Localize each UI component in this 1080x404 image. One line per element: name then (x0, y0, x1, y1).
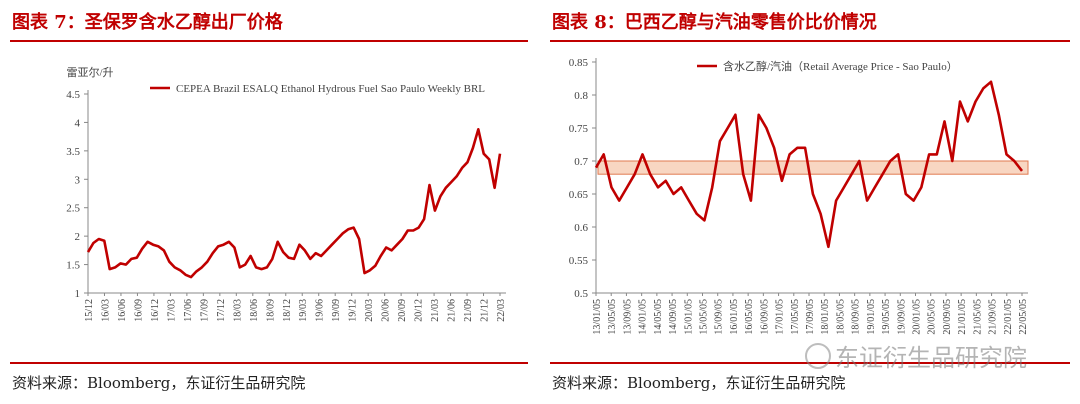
x-tick-label: 21/01/05 (957, 299, 968, 335)
reference-band (597, 160, 1029, 175)
x-tick-label: 13/09/05 (622, 299, 633, 335)
y-tick-label: 0.6 (574, 222, 588, 234)
y-tick-label: 1.5 (66, 260, 80, 272)
watermark: 东证衍生品研究院 (805, 338, 1027, 373)
x-tick-label: 18/05/05 (835, 299, 846, 335)
x-tick-label: 21/09/05 (988, 299, 999, 335)
y-tick-label: 0.7 (574, 156, 588, 168)
figure-title: 图表 7：圣保罗含水乙醇出厂价格 (12, 12, 283, 33)
x-tick-label: 17/09/05 (805, 299, 816, 335)
y-tick-label: 3.5 (66, 146, 80, 158)
x-tick-label: 13/05/05 (607, 299, 618, 335)
x-tick-label: 15/09/05 (714, 299, 725, 335)
x-tick-label: 20/09/05 (942, 299, 953, 335)
y-tick-label: 2.5 (66, 203, 80, 215)
x-tick-label: 20/06 (381, 299, 392, 322)
y-tick-label: 0.55 (569, 255, 589, 267)
series-line (594, 80, 1024, 249)
x-tick-label: 17/01/05 (775, 299, 786, 335)
y-tick-label: 0.65 (569, 189, 589, 201)
x-tick-label: 19/03 (298, 299, 309, 322)
x-tick-label: 18/06 (249, 299, 260, 322)
x-tick-label: 20/05/05 (927, 299, 938, 335)
left-chart-panel: 图表 7：圣保罗含水乙醇出厂价格 1 1.5 2 2.5 3 3.5 4 4.5 15/12 16… (10, 12, 528, 392)
right-chart-panel: 图表 8：巴西乙醇与汽油零售价比价情况 0.5 0.55 0.6 0.65 0.7 0.7… (540, 0, 1080, 404)
source-rule (10, 362, 528, 364)
legend-label: CEPEA Brazil ESALQ Ethanol Hydrous Fuel … (176, 83, 485, 95)
ethanol-price-line-chart: 1 1.5 2 2.5 3 3.5 4 4.5 15/12 16/03 16/06 16/09 16/1… (66, 66, 507, 322)
y-tick-label: 0.8 (574, 90, 588, 102)
x-tick-label: 16/06 (117, 299, 128, 322)
x-tick-label: 20/03 (364, 299, 375, 322)
x-tick-label: 18/03 (232, 299, 243, 322)
figure-title: 图表 8：巴西乙醇与汽油零售价比价情况 (552, 12, 877, 33)
x-tick-label: 15/05/05 (699, 299, 710, 335)
y-tick-label: 1 (75, 288, 81, 300)
title-rule (10, 40, 528, 42)
x-tick-label: 17/06 (183, 299, 194, 322)
x-tick-label: 19/12 (348, 299, 359, 322)
x-tick-label: 16/03 (100, 299, 111, 322)
x-tick-label: 17/05/05 (790, 299, 801, 335)
x-tick-label: 17/12 (216, 299, 227, 322)
y-tick-label: 0.85 (569, 57, 589, 69)
source-note: 资料来源：Bloomberg，东证衍生品研究院 (12, 374, 306, 392)
x-tick-label: 17/03 (166, 299, 177, 322)
y-tick-label: 4.5 (66, 89, 80, 101)
x-tick-label: 16/01/05 (729, 299, 740, 335)
series-line (86, 128, 502, 279)
x-tick-label: 16/09/05 (759, 299, 770, 335)
x-tick-label: 19/09 (331, 299, 342, 322)
unit-label: 雷亚尔/升 (66, 66, 113, 79)
x-tick-label: 21/09 (463, 299, 474, 322)
x-tick-label: 21/03 (430, 299, 441, 322)
x-tick-label: 21/06 (447, 299, 458, 322)
x-tick-label: 22/05/05 (1018, 299, 1029, 335)
x-tick-label: 20/09 (397, 299, 408, 322)
x-tick-label: 14/09/05 (668, 299, 679, 335)
y-tick-label: 3 (75, 174, 81, 186)
x-tick-label: 20/01/05 (912, 299, 923, 335)
y-tick-label: 2 (75, 231, 81, 243)
x-tick-label: 18/12 (282, 299, 293, 322)
x-tick-label: 16/09 (133, 299, 144, 322)
x-tick-label: 20/12 (414, 299, 425, 322)
source-note: 资料来源：Bloomberg，东证衍生品研究院 (552, 374, 846, 392)
x-tick-label: 16/12 (150, 299, 161, 322)
y-tick-label: 0.75 (569, 123, 589, 135)
x-tick-label: 21/12 (480, 299, 491, 322)
x-tick-label: 22/01/05 (1003, 299, 1014, 335)
x-tick-label: 19/01/05 (866, 299, 877, 335)
x-tick-label: 18/09 (265, 299, 276, 322)
x-tick-label: 19/05/05 (881, 299, 892, 335)
x-tick-label: 15/01/05 (683, 299, 694, 335)
x-tick-label: 21/05/05 (972, 299, 983, 335)
x-tick-label: 19/09/05 (896, 299, 907, 335)
watermark-text: 东证衍生品研究院 (835, 344, 1027, 372)
x-tick-label: 19/06 (315, 299, 326, 322)
x-tick-label: 14/05/05 (653, 299, 664, 335)
wechat-icon (805, 343, 831, 369)
ethanol-gasoline-ratio-line-chart: 0.5 0.55 0.6 0.65 0.7 0.75 0.8 0.85 13/01/05 13/0… (569, 57, 1029, 335)
y-tick-label: 4 (75, 117, 81, 129)
legend-label: 含水乙醇/汽油（Retail Average Price - Sao Paulo… (723, 59, 958, 73)
x-tick-label: 13/01/05 (592, 299, 603, 335)
x-tick-label: 17/09 (199, 299, 210, 322)
title-rule (550, 40, 1070, 42)
x-tick-label: 22/03 (496, 299, 507, 322)
x-tick-label: 18/01/05 (820, 299, 831, 335)
x-tick-label: 14/01/05 (638, 299, 649, 335)
x-tick-label: 18/09/05 (851, 299, 862, 335)
y-tick-label: 0.5 (574, 288, 588, 300)
x-tick-label: 15/12 (84, 299, 95, 322)
x-tick-label: 16/05/05 (744, 299, 755, 335)
